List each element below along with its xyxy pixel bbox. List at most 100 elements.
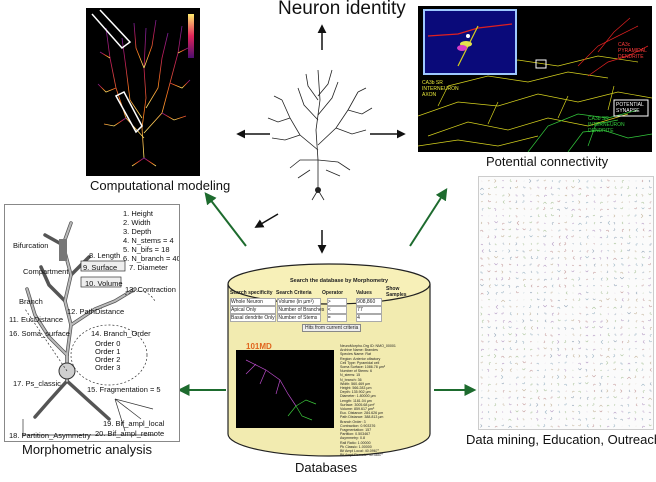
thumbnail-neuron-icon <box>480 271 483 274</box>
thumbnail-neuron-icon <box>621 263 624 266</box>
thumbnail-neuron-icon <box>522 194 525 197</box>
thumbnail-neuron-icon <box>620 326 623 329</box>
thumbnail-neuron-icon <box>530 299 532 301</box>
db-row-3[interactable]: Basal dendrite Only Number of Stems = 4 <box>230 314 383 322</box>
thumbnail-neuron-icon <box>620 376 624 379</box>
thumbnail-neuron-icon <box>572 333 575 336</box>
thumbnail-neuron-icon <box>600 291 603 294</box>
thumbnail-neuron-icon <box>481 319 485 324</box>
thumbnail-neuron-icon <box>585 334 589 337</box>
label-order2: Order 2 <box>95 355 121 364</box>
thumbnail-neuron-icon <box>500 355 505 359</box>
thumbnail-neuron-icon <box>536 389 539 393</box>
thumbnail-neuron-icon <box>593 397 596 400</box>
thumbnail-neuron-icon <box>605 360 609 365</box>
thumbnail-neuron-icon <box>494 417 497 421</box>
thumbnail-neuron-icon <box>536 362 540 365</box>
thumbnail-neuron-icon <box>500 375 504 380</box>
thumbnail-neuron-icon <box>507 220 512 224</box>
thumbnail-neuron-icon <box>648 277 651 280</box>
thumbnail-neuron-icon <box>635 285 637 287</box>
thumbnail-neuron-icon <box>537 264 540 267</box>
thumbnail-neuron-icon <box>543 340 546 344</box>
thumbnail-neuron-icon <box>494 228 497 231</box>
thumbnail-neuron-icon <box>613 306 617 309</box>
thumbnail-neuron-icon <box>549 353 553 358</box>
thumbnail-neuron-icon <box>606 270 609 274</box>
thumbnail-neuron-icon <box>488 242 491 246</box>
thumbnail-neuron-icon <box>550 305 554 308</box>
thumbnail-neuron-icon <box>606 319 609 323</box>
thumbnail-neuron-icon <box>516 249 519 252</box>
thumbnail-neuron-icon <box>500 234 505 238</box>
db-row-2[interactable]: Apical Only Number of Branches < 77 <box>230 306 383 314</box>
thumbnail-neuron-icon <box>487 326 491 329</box>
thumbnail-neuron-icon <box>599 313 602 316</box>
thumbnail-neuron-icon <box>585 298 589 301</box>
thumbnail-neuron-icon <box>487 235 490 239</box>
thumbnail-neuron-icon <box>600 348 602 350</box>
thumbnail-neuron-icon <box>530 255 534 260</box>
db-search-button[interactable]: Hits from current criteria <box>302 324 362 332</box>
thumbnail-neuron-icon <box>648 424 652 427</box>
thumbnail-neuron-icon <box>592 334 596 337</box>
thumbnail-neuron-icon <box>509 312 512 316</box>
thumbnail-neuron-icon <box>509 410 512 414</box>
thumbnail-neuron-icon <box>649 186 652 189</box>
thumbnail-neuron-icon <box>501 263 504 267</box>
thumbnail-neuron-icon <box>634 312 637 315</box>
thumbnail-neuron-icon <box>557 299 561 302</box>
thumbnail-neuron-icon <box>494 375 497 378</box>
thumbnail-neuron-icon <box>634 355 639 359</box>
thumbnail-neuron-icon <box>635 368 638 372</box>
thumbnail-neuron-icon <box>516 348 519 351</box>
thumbnail-neuron-icon <box>593 383 596 386</box>
thumbnail-neuron-icon <box>606 277 609 281</box>
thumbnail-neuron-icon <box>578 382 582 385</box>
thumbnail-neuron-icon <box>641 194 644 197</box>
thumbnail-neuron-icon <box>585 348 588 351</box>
thumbnail-neuron-icon <box>564 396 567 400</box>
thumbnail-neuron-icon <box>572 222 575 225</box>
thumbnail-neuron-icon <box>544 327 546 329</box>
thumbnail-neuron-icon <box>522 340 525 344</box>
thumbnail-neuron-icon <box>509 186 512 190</box>
thumbnail-neuron-icon <box>495 215 497 217</box>
thumbnail-neuron-icon <box>508 418 512 421</box>
thumbnail-neuron-icon <box>634 340 637 343</box>
thumbnail-neuron-icon <box>501 382 505 385</box>
thumbnail-neuron-icon <box>585 361 589 364</box>
thumbnail-neuron-icon <box>593 271 596 274</box>
caption-data-mining: Data mining, Education, Outreach <box>466 432 656 447</box>
thumbnail-neuron-icon <box>557 270 561 273</box>
thumbnail-neuron-icon <box>635 187 638 190</box>
thumbnail-neuron-icon <box>572 255 576 260</box>
thumbnail-neuron-icon <box>571 208 576 212</box>
thumbnail-neuron-icon <box>593 285 595 287</box>
thumbnail-neuron-icon <box>642 292 644 294</box>
thumbnail-neuron-icon <box>599 396 602 399</box>
thumbnail-neuron-icon <box>516 376 519 379</box>
thumbnail-neuron-icon <box>600 201 603 204</box>
thumbnail-neuron-icon <box>523 186 526 189</box>
thumbnail-neuron-icon <box>557 200 561 203</box>
thumbnail-neuron-icon <box>537 306 540 309</box>
thumbnail-neuron-icon <box>557 340 560 344</box>
db-col-op: Operator <box>322 290 344 296</box>
thumbnail-neuron-icon <box>634 250 637 253</box>
thumbnail-neuron-icon <box>598 299 603 303</box>
label-order0: Order 0 <box>95 339 121 348</box>
thumbnail-neuron-icon <box>494 368 497 371</box>
thumbnail-neuron-icon <box>592 326 595 329</box>
thumbnail-neuron-icon <box>508 200 511 203</box>
thumbnail-neuron-icon <box>648 411 651 414</box>
thumbnail-neuron-icon <box>480 221 483 225</box>
thumbnail-neuron-icon <box>647 318 652 322</box>
thumbnail-neuron-icon <box>516 306 518 308</box>
thumbnail-neuron-icon <box>620 236 623 239</box>
thumbnail-neuron-icon <box>571 249 574 252</box>
thumbnail-neuron-icon <box>537 278 540 281</box>
thumbnail-neuron-icon <box>495 340 498 343</box>
db-row-1[interactable]: Whole Neuron Volume (in µm³) > 908,860 <box>230 298 383 306</box>
thumbnail-neuron-icon <box>614 276 618 280</box>
